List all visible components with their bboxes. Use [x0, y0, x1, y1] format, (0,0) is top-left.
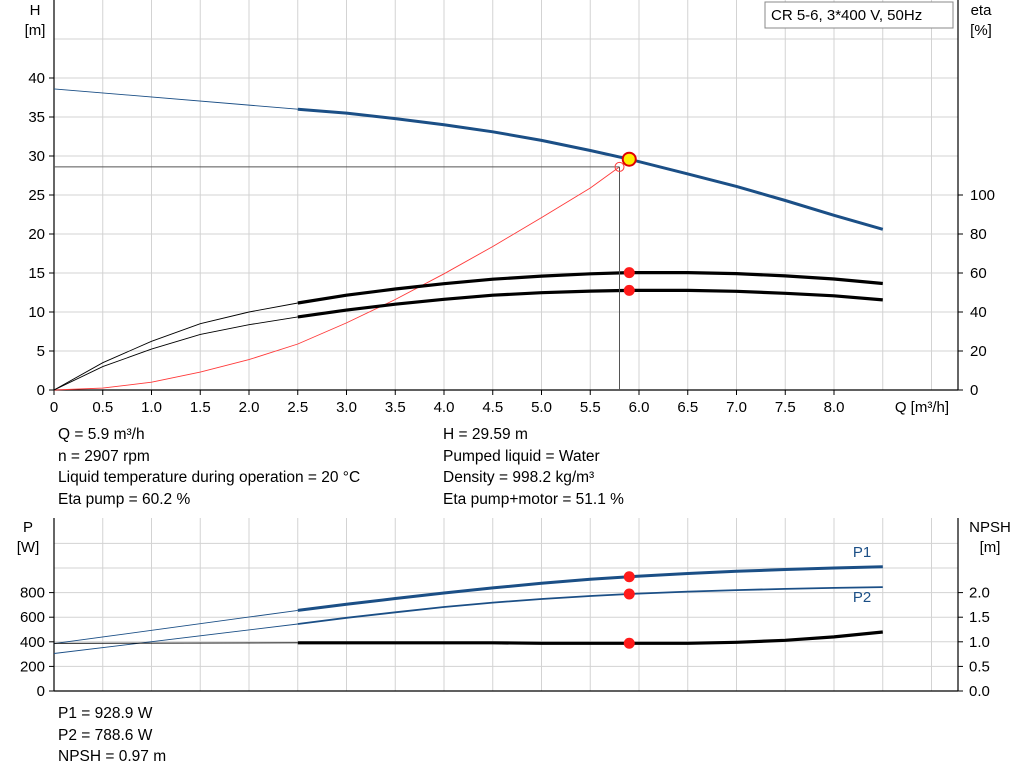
- x-tick-label: 7.0: [726, 399, 747, 416]
- npsh-curve: [297, 630, 883, 645]
- npsh-tick-label: 2.0: [969, 585, 990, 602]
- p-axis-unit: [W]: [17, 539, 40, 556]
- y-tick-label: 0: [37, 382, 45, 399]
- info-flow: Q = 5.9 m³/h: [58, 426, 145, 443]
- p-tick-label: 200: [20, 658, 45, 675]
- x-axis-title: Q [m³/h]: [895, 399, 949, 416]
- chart-title: CR 5-6, 3*400 V, 50Hz: [771, 7, 922, 24]
- p-axis-title: P: [23, 519, 33, 536]
- eta-pump-curve: [297, 271, 883, 305]
- npsh-curve-thin: [53, 642, 298, 644]
- y2-tick-label: 80: [970, 226, 987, 243]
- y2-tick-label: 40: [970, 304, 987, 321]
- info-eta-pump-motor: Eta pump+motor = 51.1 %: [443, 490, 624, 508]
- p-tick-label: 0: [37, 683, 45, 700]
- x-tick-label: 0: [50, 399, 58, 416]
- y2-tick-label: 20: [970, 343, 987, 360]
- y2-tick-label: 60: [970, 265, 987, 282]
- y-tick-label: 30: [28, 148, 45, 165]
- x-tick-label: 7.5: [775, 399, 796, 416]
- npsh-duty-point: [623, 637, 635, 649]
- p-tick-label: 600: [20, 609, 45, 626]
- y2-tick-label: 0: [970, 382, 978, 399]
- info-right: H = 29.59 m Pumped liquid = Water Densit…: [443, 424, 624, 510]
- x-tick-label: 1.0: [141, 399, 162, 416]
- p1-duty-point: [623, 571, 635, 583]
- p-tick-label: 800: [20, 585, 45, 602]
- eta-pump-motor-curve: [297, 288, 883, 319]
- npsh-axis-unit: [m]: [980, 539, 1001, 556]
- x-tick-label: 3.5: [385, 399, 406, 416]
- y2-tick-label: 100: [970, 187, 995, 204]
- p-tick-label: 400: [20, 634, 45, 651]
- x-tick-label: 3.0: [336, 399, 357, 416]
- x-tick-label: 4.0: [434, 399, 455, 416]
- info-liquid-temperature: Liquid temperature during operation = 20…: [58, 469, 361, 486]
- npsh-tick-label: 0.0: [969, 683, 990, 700]
- eta-total-duty-point: [623, 284, 635, 296]
- x-tick-label: 8.0: [824, 399, 845, 416]
- y-tick-label: 25: [28, 187, 45, 204]
- eta-pump-motor-curve-thin: [53, 316, 298, 391]
- info-npsh: NPSH = 0.97 m: [58, 748, 167, 765]
- x-tick-label: 5.0: [531, 399, 552, 416]
- p2-duty-point: [623, 588, 635, 600]
- info-pumped-liquid: Pumped liquid = Water: [443, 447, 600, 465]
- info-p1: P1 = 928.9 W: [58, 705, 153, 722]
- info-left: Q = 5.9 m³/h n = 2907 rpm Liquid tempera…: [58, 424, 360, 510]
- reference-point-marker: [614, 161, 625, 172]
- info-eta-pump: Eta pump = 60.2 %: [58, 490, 191, 508]
- x-tick-label: 6.0: [629, 399, 650, 416]
- x-tick-label: 6.5: [677, 399, 698, 416]
- eta-pump-duty-point: [623, 267, 635, 279]
- p1-curve-thin: [53, 609, 298, 645]
- y2-axis-title: eta: [971, 2, 993, 19]
- head-curve-thin: [53, 88, 298, 110]
- head-curve: [297, 107, 884, 231]
- info-bottom: P1 = 928.9 W P2 = 788.6 W NPSH = 0.97 m: [58, 703, 166, 768]
- title-box: [764, 1, 954, 29]
- x-tick-label: 2.0: [239, 399, 260, 416]
- y-tick-label: 40: [28, 70, 45, 87]
- npsh-tick-label: 0.5: [969, 658, 990, 675]
- x-tick-label: 1.5: [190, 399, 211, 416]
- npsh-tick-label: 1.0: [969, 634, 990, 651]
- y-tick-label: 10: [28, 304, 45, 321]
- y2-axis-unit: [%]: [970, 22, 992, 39]
- info-density: Density = 998.2 kg/m³: [443, 469, 595, 486]
- npsh-tick-label: 1.5: [969, 609, 990, 626]
- x-tick-label: 2.5: [287, 399, 308, 416]
- info-head: H = 29.59 m: [443, 426, 528, 443]
- info-p2: P2 = 788.6 W: [58, 726, 153, 744]
- p2-series-label: P2: [853, 589, 871, 606]
- y-tick-label: 15: [28, 265, 45, 282]
- p1-series-label: P1: [853, 544, 871, 561]
- efficiency-head-curve: [53, 166, 620, 391]
- head-duty-point: [621, 151, 637, 167]
- y-axis-unit: [m]: [25, 22, 46, 39]
- x-tick-label: 5.5: [580, 399, 601, 416]
- npsh-axis-title: NPSH: [969, 519, 1011, 536]
- p1-curve: [297, 565, 883, 612]
- info-speed: n = 2907 rpm: [58, 447, 150, 465]
- y-tick-label: 5: [37, 343, 45, 360]
- y-tick-label: 35: [28, 109, 45, 126]
- eta-pump-curve-thin: [53, 302, 298, 391]
- p2-curve-thin: [53, 623, 298, 654]
- x-tick-label: 4.5: [482, 399, 503, 416]
- y-tick-label: 20: [28, 226, 45, 243]
- x-tick-label: 0.5: [92, 399, 113, 416]
- y-axis-title: H: [30, 2, 41, 19]
- p2-curve: [297, 586, 883, 625]
